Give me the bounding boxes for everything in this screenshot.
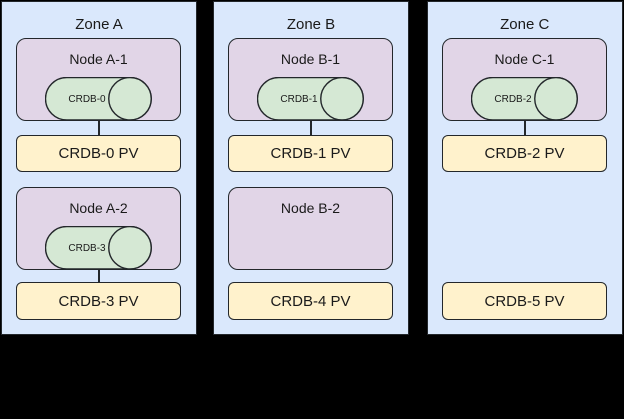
svg-text:CRDB-0: CRDB-0: [68, 94, 106, 105]
svg-text:CRDB-2: CRDB-2: [494, 94, 532, 105]
svg-text:CRDB-1: CRDB-1: [280, 94, 318, 105]
svg-text:CRDB-3: CRDB-3: [68, 243, 106, 254]
